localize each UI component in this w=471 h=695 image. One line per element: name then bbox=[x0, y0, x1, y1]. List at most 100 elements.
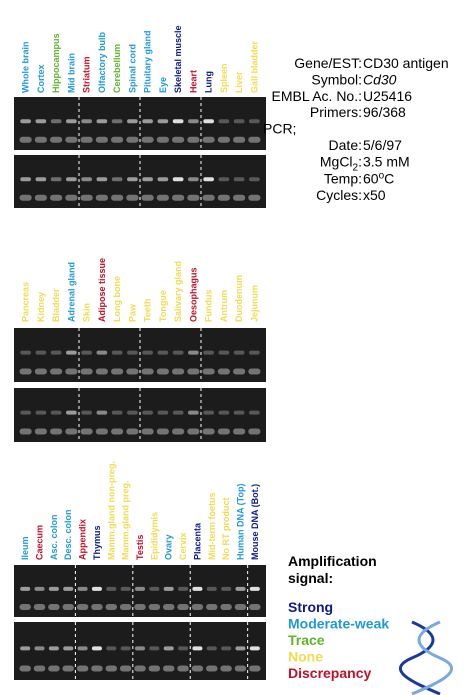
lane-label: Mid-term foetus bbox=[207, 493, 217, 561]
gel-band bbox=[221, 586, 232, 591]
value-text: Cd30 bbox=[363, 71, 397, 87]
primer-band bbox=[19, 194, 32, 201]
info-value: 96/368 bbox=[363, 104, 406, 120]
primer-band bbox=[206, 665, 218, 672]
info-key: Temp: bbox=[324, 170, 362, 186]
gel-band bbox=[249, 177, 260, 182]
gel-band bbox=[149, 586, 160, 591]
primer-band bbox=[50, 428, 63, 435]
primer-band bbox=[50, 194, 63, 201]
gel-band bbox=[48, 586, 59, 591]
gel-band bbox=[120, 646, 131, 651]
info-value: 5/6/97 bbox=[363, 137, 402, 153]
gel-band bbox=[35, 119, 47, 124]
value-end: C bbox=[384, 170, 394, 186]
info-key: EMBL Ac. No.: bbox=[271, 88, 362, 104]
primer-band bbox=[105, 604, 118, 610]
gel-band bbox=[249, 586, 260, 591]
lane-label: Caecum bbox=[35, 525, 45, 560]
gel-band bbox=[111, 410, 123, 415]
primer-band bbox=[19, 604, 31, 610]
primer-band bbox=[220, 604, 232, 610]
primer-band bbox=[33, 665, 46, 672]
key-text: Temp: bbox=[324, 170, 362, 186]
info-key: Date: bbox=[329, 137, 362, 153]
key-text: Date: bbox=[329, 137, 362, 153]
lane-label: Testis bbox=[135, 535, 145, 560]
lane-label: Placenta bbox=[192, 522, 202, 560]
lane-label: Adrenal gland bbox=[66, 262, 76, 322]
lane-label: Mamm.gland non-preg. bbox=[106, 461, 116, 560]
primer-band bbox=[80, 368, 93, 375]
info-value: 60oC bbox=[363, 170, 394, 186]
primer-band bbox=[33, 604, 46, 610]
primer-band bbox=[95, 428, 108, 435]
primer-band bbox=[233, 136, 246, 143]
lane-label: Mid brain bbox=[66, 53, 76, 93]
primer-band bbox=[202, 428, 215, 435]
gel-band bbox=[163, 646, 174, 651]
info-value: U25416 bbox=[363, 88, 412, 104]
legend-entry: None bbox=[288, 649, 323, 665]
gel-band bbox=[111, 350, 123, 355]
gel-band bbox=[149, 646, 160, 651]
gel-band bbox=[66, 410, 77, 415]
gel-band bbox=[50, 177, 62, 182]
gel-band bbox=[233, 177, 245, 182]
lane-label: Pancreas bbox=[21, 282, 31, 322]
primer-band bbox=[126, 368, 139, 375]
value-text: 3.5 mM bbox=[363, 153, 410, 169]
primer-band bbox=[76, 604, 89, 610]
legend-entry: Strong bbox=[288, 599, 333, 615]
gel-band bbox=[96, 177, 108, 182]
gel-band bbox=[50, 350, 62, 355]
primer-band bbox=[34, 136, 47, 143]
primer-band bbox=[249, 604, 261, 610]
lane-label: Spinal cord bbox=[127, 44, 137, 93]
primer-band bbox=[76, 665, 89, 672]
primer-band bbox=[148, 665, 161, 672]
primer-band bbox=[141, 368, 154, 375]
gel-band bbox=[96, 119, 108, 124]
primer-band bbox=[156, 428, 169, 435]
gel-band bbox=[127, 119, 138, 124]
primer-band bbox=[172, 368, 185, 375]
primer-band bbox=[187, 428, 200, 435]
gel-band bbox=[249, 410, 260, 415]
gel-band bbox=[203, 119, 214, 124]
lane-label: Skin bbox=[82, 303, 92, 322]
gel-band bbox=[233, 119, 245, 124]
primer-band bbox=[191, 665, 204, 672]
primer-band bbox=[187, 194, 200, 201]
lane-label: Appendix bbox=[78, 519, 88, 560]
primer-band bbox=[119, 604, 132, 610]
gel-band bbox=[172, 350, 184, 355]
primer-band bbox=[65, 136, 78, 143]
lane-label: Hippocampus bbox=[51, 33, 61, 93]
primer-band bbox=[34, 428, 47, 435]
primer-band bbox=[248, 368, 261, 375]
key-text: Symbol: bbox=[311, 71, 362, 87]
gel-band bbox=[20, 586, 31, 591]
primer-band bbox=[217, 194, 230, 201]
lane-label: Fundus bbox=[204, 290, 214, 323]
gel-band bbox=[206, 646, 217, 651]
key-text: Cycles: bbox=[316, 187, 362, 203]
primer-band bbox=[19, 428, 32, 435]
legend-entry: Trace bbox=[288, 632, 325, 648]
primer-band bbox=[162, 665, 175, 672]
primer-band bbox=[126, 428, 139, 435]
primer-band bbox=[34, 368, 47, 375]
lane-label: Thymus bbox=[92, 525, 102, 560]
primer-band bbox=[148, 604, 161, 610]
lane-label: Asc. colon bbox=[49, 514, 59, 560]
gel-band bbox=[203, 177, 214, 182]
key-sub: 2 bbox=[353, 162, 359, 173]
key-end: : bbox=[358, 153, 362, 169]
primer-band bbox=[141, 136, 154, 143]
gel-band bbox=[157, 177, 169, 182]
primer-band bbox=[65, 194, 78, 201]
gel-band bbox=[192, 646, 203, 651]
primer-band bbox=[50, 368, 63, 375]
